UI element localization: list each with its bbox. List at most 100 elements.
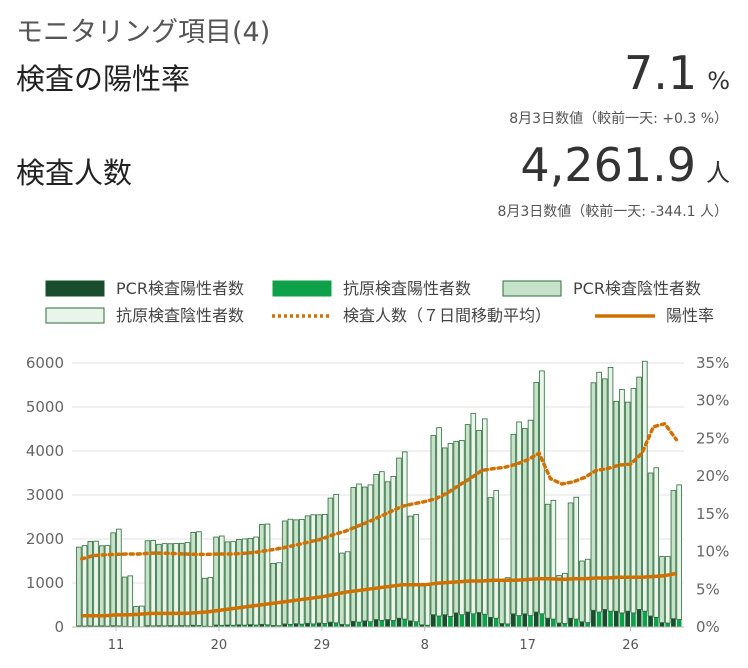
- bar-antigen-negative: [562, 572, 568, 624]
- bar-pcr-positive: [488, 617, 493, 627]
- bar-antigen-negative: [367, 484, 374, 623]
- bar-antigen-negative: [401, 451, 408, 620]
- bar-pcr-negative: [156, 543, 162, 627]
- bar-pcr-positive: [328, 622, 333, 627]
- bar-pcr-positive: [659, 622, 665, 627]
- y-left-tick-label: 4000: [26, 442, 64, 460]
- bar-pcr-negative: [430, 435, 437, 616]
- bar-antigen-positive: [482, 614, 488, 627]
- bar-pcr-negative: [98, 545, 105, 627]
- bar-antigen-positive: [150, 625, 156, 627]
- bar-antigen-negative: [173, 543, 179, 627]
- bar-pcr-negative: [281, 520, 288, 625]
- bar-antigen-positive: [573, 619, 579, 627]
- bar-pcr-negative: [373, 473, 379, 620]
- bar-pcr-positive: [625, 611, 631, 627]
- bar-pcr-negative: [522, 428, 528, 615]
- bar-antigen-positive: [493, 618, 499, 627]
- bar-pcr-positive: [385, 619, 390, 627]
- bar-pcr-positive: [179, 625, 185, 627]
- bar-antigen-positive: [253, 625, 259, 627]
- bar-antigen-negative: [264, 523, 271, 626]
- x-tick-label: 17: [519, 638, 536, 653]
- bar-antigen-positive: [528, 615, 533, 627]
- positivity-rate-value: 7.1: [624, 46, 698, 100]
- test-count-label: 検査人数: [16, 156, 133, 190]
- x-tick-label: 20: [211, 638, 228, 653]
- test-count-sub: 8月3日数値（較前一天: -344.1 人）: [497, 204, 728, 220]
- bar-antigen-positive: [379, 620, 385, 627]
- bar-antigen-negative: [81, 545, 88, 627]
- bar-pcr-positive: [613, 611, 619, 627]
- bar-pcr-negative: [487, 497, 494, 618]
- bar-pcr-negative: [590, 382, 597, 611]
- bar-pcr-positive: [99, 625, 105, 627]
- bar-pcr-positive: [442, 614, 448, 627]
- bar-antigen-negative: [607, 367, 614, 612]
- bar-antigen-positive: [288, 624, 293, 627]
- bar-pcr-negative: [270, 563, 276, 626]
- y-right-tick-label: 30%: [696, 392, 729, 410]
- bar-pcr-negative: [636, 376, 642, 610]
- bar-antigen-negative: [482, 418, 488, 615]
- bar-antigen-positive: [551, 619, 556, 627]
- bar-antigen-positive: [173, 625, 179, 627]
- bar-pcr-positive: [545, 618, 551, 627]
- y-left-tick-label: 5000: [26, 398, 64, 416]
- bar-antigen-positive: [310, 623, 316, 627]
- bar-antigen-negative: [619, 389, 625, 614]
- bar-antigen-positive: [631, 612, 636, 627]
- legend-moving-average-label: 検査人数（７日間移動平均）: [343, 306, 551, 325]
- bar-antigen-negative: [504, 577, 511, 625]
- bar-antigen-negative: [127, 575, 134, 627]
- bar-antigen-negative: [356, 483, 362, 623]
- bar-antigen-negative: [196, 531, 202, 626]
- bar-pcr-positive: [499, 623, 505, 627]
- bar-antigen-negative: [413, 513, 419, 623]
- bar-antigen-positive: [116, 625, 122, 627]
- bar-antigen-negative: [276, 562, 282, 627]
- bar-antigen-negative: [116, 528, 122, 627]
- bar-pcr-positive: [167, 625, 173, 627]
- bar-antigen-negative: [653, 467, 660, 618]
- bar-antigen-negative: [527, 419, 534, 616]
- bar-pcr-negative: [213, 536, 219, 626]
- bar-antigen-positive: [230, 625, 236, 627]
- bar-antigen-negative: [93, 540, 99, 627]
- bar-antigen-positive: [413, 621, 419, 627]
- bar-pcr-negative: [419, 585, 425, 626]
- bar-antigen-positive: [185, 625, 190, 627]
- bar-pcr-negative: [533, 381, 539, 613]
- bar-pcr-positive: [259, 624, 265, 627]
- bar-pcr-negative: [464, 424, 471, 613]
- bar-pcr-negative: [544, 503, 551, 619]
- bar-pcr-negative: [453, 440, 459, 614]
- bar-antigen-positive: [642, 611, 648, 627]
- positivity-rate-sub: 8月3日数値（較前一天: +0.3 %）: [509, 111, 728, 127]
- bar-antigen-negative: [584, 558, 591, 623]
- bar-antigen-negative: [333, 493, 339, 624]
- bar-antigen-negative: [344, 551, 351, 626]
- bar-antigen-negative: [596, 371, 602, 613]
- bar-antigen-negative: [550, 499, 557, 620]
- y-right-tick-label: 0%: [696, 618, 720, 636]
- bar-pcr-negative: [190, 531, 196, 626]
- bar-pcr-negative: [670, 490, 677, 620]
- bar-pcr-positive: [568, 618, 573, 627]
- positivity-rate-label: 検査の陽性率: [16, 62, 191, 96]
- bar-antigen-negative: [493, 490, 499, 619]
- bar-pcr-negative: [407, 515, 414, 622]
- y-right-tick-label: 15%: [696, 505, 729, 523]
- bar-antigen-negative: [539, 370, 545, 615]
- bar-antigen-positive: [345, 624, 350, 627]
- bar-pcr-positive: [510, 613, 516, 627]
- bar-pcr-positive: [579, 621, 585, 627]
- bar-antigen-positive: [585, 622, 591, 627]
- bar-pcr-positive: [145, 625, 150, 627]
- bar-pcr-positive: [602, 609, 608, 627]
- bar-antigen-positive: [665, 623, 671, 627]
- bar-pcr-positive: [293, 623, 299, 627]
- legend-antigen-positive-swatch: [272, 280, 332, 297]
- legend-pcr-negative-label: PCR検査陰性者数: [573, 279, 701, 298]
